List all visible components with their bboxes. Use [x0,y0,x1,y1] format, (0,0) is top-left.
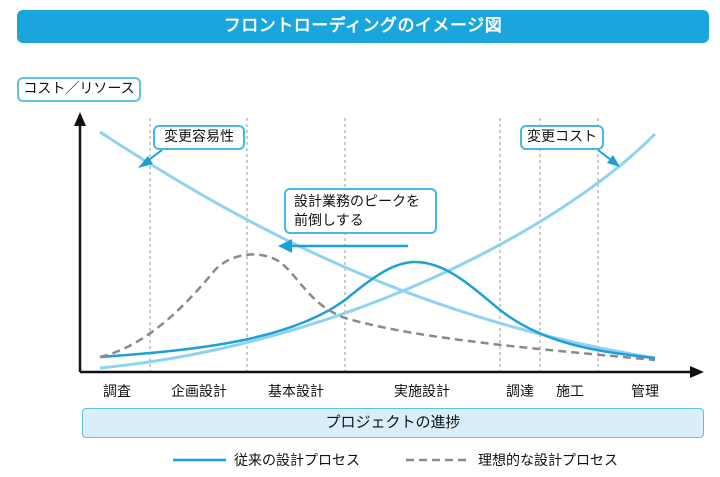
shift-arrowhead [278,239,292,253]
changeability-label: 変更容易性 [153,125,245,150]
change-cost-curve [99,132,657,370]
conventional-process-curve [99,260,656,360]
stage-label-basic-design: 基本設計 [268,384,324,400]
change-cost-label: 変更コスト [520,125,604,150]
stage-label-survey: 調査 [103,384,131,400]
stage-label-management: 管理 [631,384,659,400]
stage-label-detailed-design: 実施設計 [394,384,450,400]
changeability-curve [99,130,656,360]
shift-peak-line1: 設計業務のピークを [294,194,420,210]
changeability-pointer-head [138,156,153,168]
stage-label-procurement: 調達 [506,384,534,400]
stage-label-planning-design: 企画設計 [171,384,227,400]
change-cost-pointer-head [607,155,620,167]
diagram-title: フロントローディングのイメージ図 [17,10,709,43]
legend-conventional-label: 従来の設計プロセス [234,453,360,469]
x-axis-arrowhead [690,366,704,378]
y-axis-label: コスト／リソース [17,77,141,102]
change-cost-pointer [597,149,612,161]
ideal-process-curve [99,253,656,362]
project-progress-label: プロジェクトの進捗 [82,408,704,438]
shift-peak-callout: 設計業務のピークを 前倒しする [284,188,437,234]
stage-label-construction: 施工 [556,384,584,400]
legend-ideal-label: 理想的な設計プロセス [478,453,618,469]
shift-peak-line2: 前倒しする [294,213,364,229]
y-axis-arrowhead [74,112,86,126]
